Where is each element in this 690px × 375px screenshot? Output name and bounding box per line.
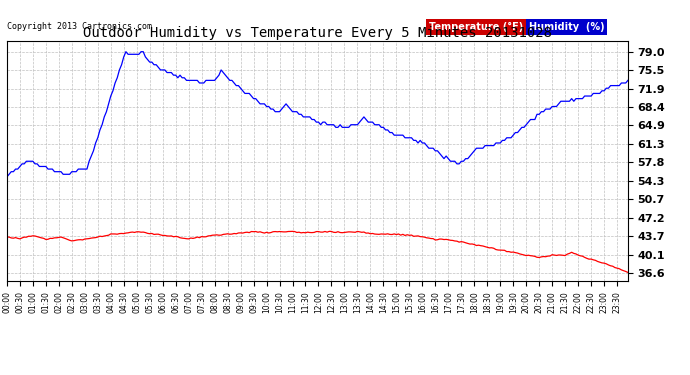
Title: Outdoor Humidity vs Temperature Every 5 Minutes 20131028: Outdoor Humidity vs Temperature Every 5 …	[83, 26, 552, 40]
Text: Copyright 2013 Cartronics.com: Copyright 2013 Cartronics.com	[7, 22, 152, 31]
Text: Temperature (°F): Temperature (°F)	[429, 22, 524, 32]
Text: Humidity  (%): Humidity (%)	[529, 22, 604, 32]
